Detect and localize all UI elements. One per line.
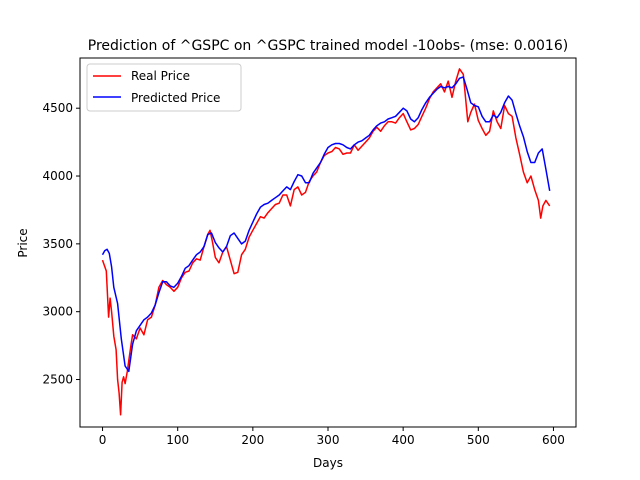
y-tick-label: 2500: [42, 373, 73, 387]
y-axis: 2500 3000 3500 4000 4500: [42, 101, 80, 387]
y-tick-label: 3000: [42, 305, 73, 319]
y-tick-label: 4500: [42, 101, 73, 115]
x-axis: 0 100 200 300 400 500 600: [99, 427, 565, 447]
series-lines: [101, 68, 551, 416]
x-tick-label: 200: [241, 433, 264, 447]
legend-box: [86, 63, 242, 112]
y-tick-label: 3500: [42, 237, 73, 251]
plot-area: 0 100 200 300 400 500 600 2500 3000 3500 4000 4500: [42, 57, 577, 447]
x-axis-label: Days: [313, 456, 343, 470]
x-tick-label: 400: [392, 433, 415, 447]
chart-title: Prediction of ^GSPC on ^GSPC trained mod…: [88, 38, 568, 54]
y-axis-label: Price: [16, 228, 30, 257]
legend: Real Price Predicted Price: [86, 63, 242, 112]
x-tick-label: 500: [467, 433, 490, 447]
x-tick-label: 300: [317, 433, 340, 447]
x-tick-label: 100: [166, 433, 189, 447]
legend-label-real-price: Real Price: [131, 69, 190, 83]
series-line-predicted-price: [101, 76, 551, 373]
y-tick-label: 4000: [42, 169, 73, 183]
legend-label-predicted-price: Predicted Price: [131, 91, 220, 105]
x-tick-label: 0: [99, 433, 107, 447]
x-tick-label: 600: [542, 433, 565, 447]
